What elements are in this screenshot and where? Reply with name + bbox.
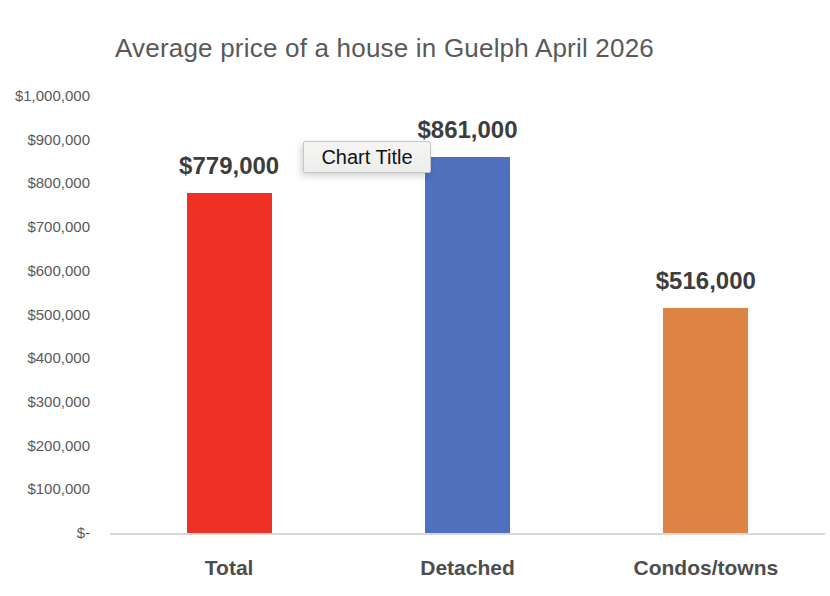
y-axis-tick-label: $400,000 <box>0 349 90 367</box>
y-axis-tick-label: $1,000,000 <box>0 87 90 105</box>
y-axis-tick-label: $100,000 <box>0 480 90 498</box>
data-label: $861,000 <box>368 117 568 143</box>
bar-condos-towns[interactable] <box>663 308 748 533</box>
chart-title-tooltip[interactable]: Chart Title <box>303 141 431 173</box>
y-axis-tick-label: $- <box>0 524 90 542</box>
y-axis-tick-label: $800,000 <box>0 174 90 192</box>
chart-title-text: Average price of a house in Guelph April… <box>115 33 655 64</box>
x-axis-category-label: Condos/towns <box>596 556 816 580</box>
y-axis-tick-label: $200,000 <box>0 437 90 455</box>
bar-detached[interactable] <box>425 157 510 533</box>
x-axis-category-label: Total <box>119 556 339 580</box>
chart-title-tooltip-label: Chart Title <box>321 146 412 169</box>
x-axis-category-label: Detached <box>358 556 578 580</box>
y-axis-tick-label: $700,000 <box>0 218 90 236</box>
y-axis-tick-label: $600,000 <box>0 262 90 280</box>
data-label: $516,000 <box>606 268 806 294</box>
chart-canvas: Average price of a house in Guelph April… <box>0 0 830 596</box>
data-label: $779,000 <box>129 153 329 179</box>
y-axis-tick-label: $300,000 <box>0 393 90 411</box>
y-axis-tick-label: $900,000 <box>0 131 90 149</box>
y-axis-tick-label: $500,000 <box>0 306 90 324</box>
bar-total[interactable] <box>187 193 272 533</box>
x-axis-line <box>110 533 825 535</box>
